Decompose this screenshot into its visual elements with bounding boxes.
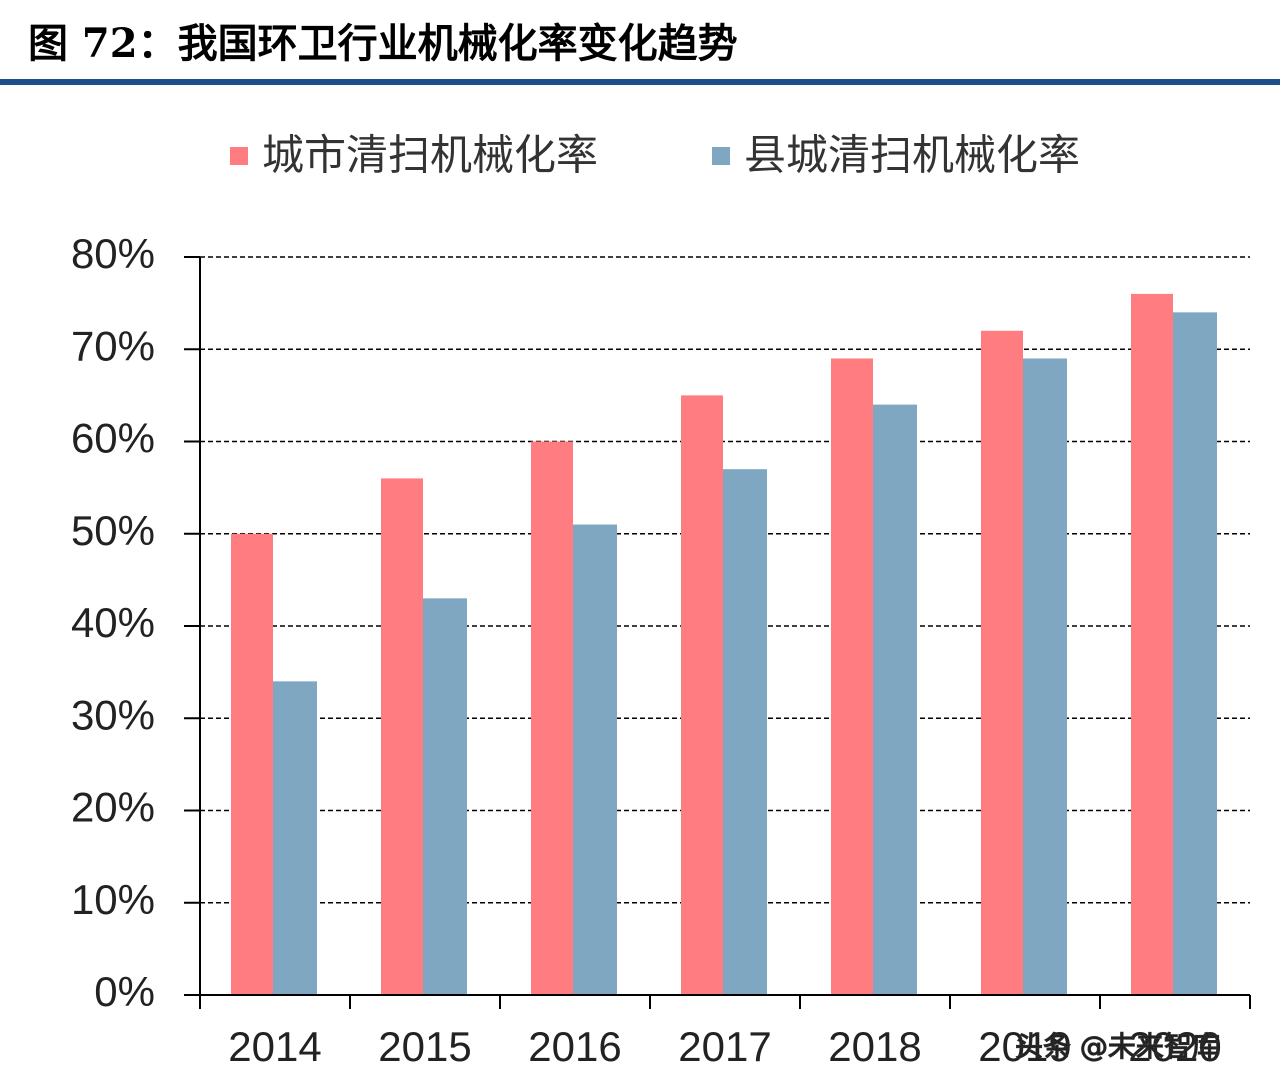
y-tick-label: 20% <box>71 784 155 831</box>
bar <box>873 404 917 996</box>
bar <box>423 598 467 995</box>
x-tick-label: 2014 <box>228 1023 321 1070</box>
legend-swatch <box>230 147 248 165</box>
legend-label: 县城清扫机械化率 <box>744 131 1080 180</box>
x-tick-label: 2015 <box>378 1023 471 1070</box>
watermark: 头条 @未来智库 <box>1015 1030 1220 1063</box>
legend-swatch <box>712 147 730 165</box>
y-tick-label: 30% <box>71 691 155 738</box>
bar <box>1131 293 1173 995</box>
bar <box>981 330 1023 995</box>
bar <box>723 469 767 995</box>
bar <box>531 441 573 995</box>
legend-label: 城市清扫机械化率 <box>262 131 598 180</box>
y-tick-label: 70% <box>71 322 155 369</box>
bar <box>231 533 273 995</box>
y-tick-label: 10% <box>71 876 155 923</box>
bar <box>273 681 317 995</box>
x-tick-label: 2019 <box>978 1023 1071 1070</box>
y-tick-label: 80% <box>71 230 155 277</box>
y-tick-label: 50% <box>71 507 155 554</box>
bar <box>1023 358 1067 996</box>
y-tick-label: 60% <box>71 415 155 462</box>
x-tick-label: 2016 <box>528 1023 621 1070</box>
chart-title: 图 72：我国环卫行业机械化率变化趋势 <box>28 20 738 67</box>
bar <box>831 358 873 996</box>
x-tick-label: 2018 <box>828 1023 921 1070</box>
bar <box>381 478 423 995</box>
y-tick-label: 0% <box>94 968 155 1015</box>
title-rule <box>0 79 1280 85</box>
bar <box>681 395 723 995</box>
bar <box>1173 312 1217 996</box>
x-tick-label: 2020 <box>1128 1023 1221 1070</box>
bar <box>573 524 617 995</box>
x-tick-label: 2017 <box>678 1023 771 1070</box>
y-tick-label: 40% <box>71 599 155 646</box>
